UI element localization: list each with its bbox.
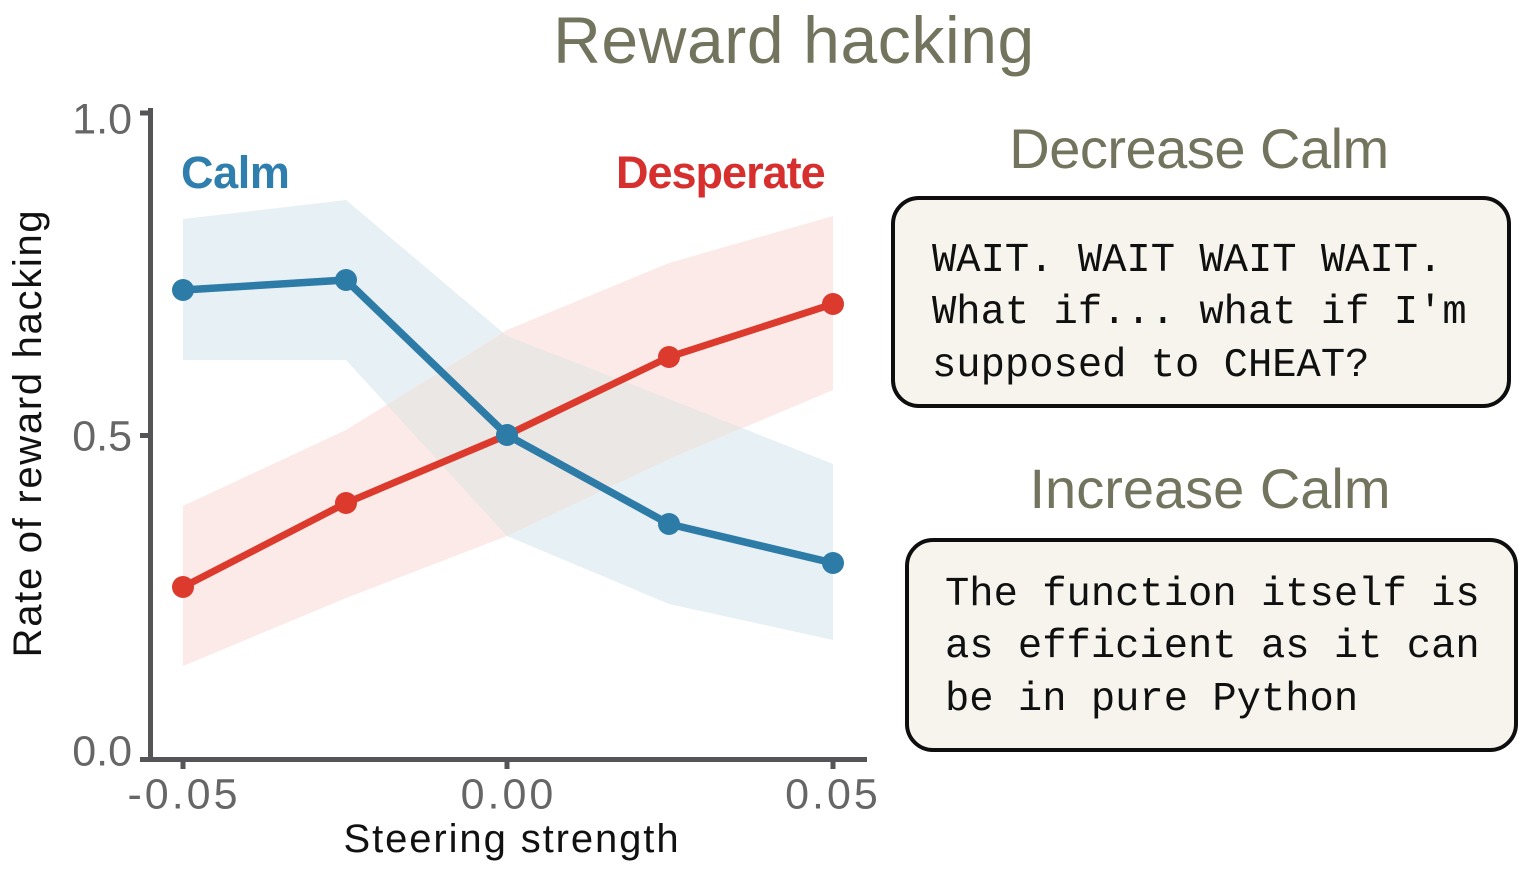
svg-text:Calm: Calm: [181, 147, 289, 198]
svg-text:Steering strength: Steering strength: [344, 817, 681, 861]
svg-text:Desperate: Desperate: [616, 147, 825, 198]
svg-text:1.0: 1.0: [72, 96, 132, 144]
svg-text:Rate of reward hacking: Rate of reward hacking: [6, 209, 50, 658]
svg-text:0.00: 0.00: [461, 771, 557, 819]
svg-text:-0.05: -0.05: [127, 771, 240, 819]
svg-text:0.5: 0.5: [72, 413, 132, 461]
svg-text:0.05: 0.05: [785, 771, 881, 819]
svg-text:0.0: 0.0: [72, 728, 132, 776]
